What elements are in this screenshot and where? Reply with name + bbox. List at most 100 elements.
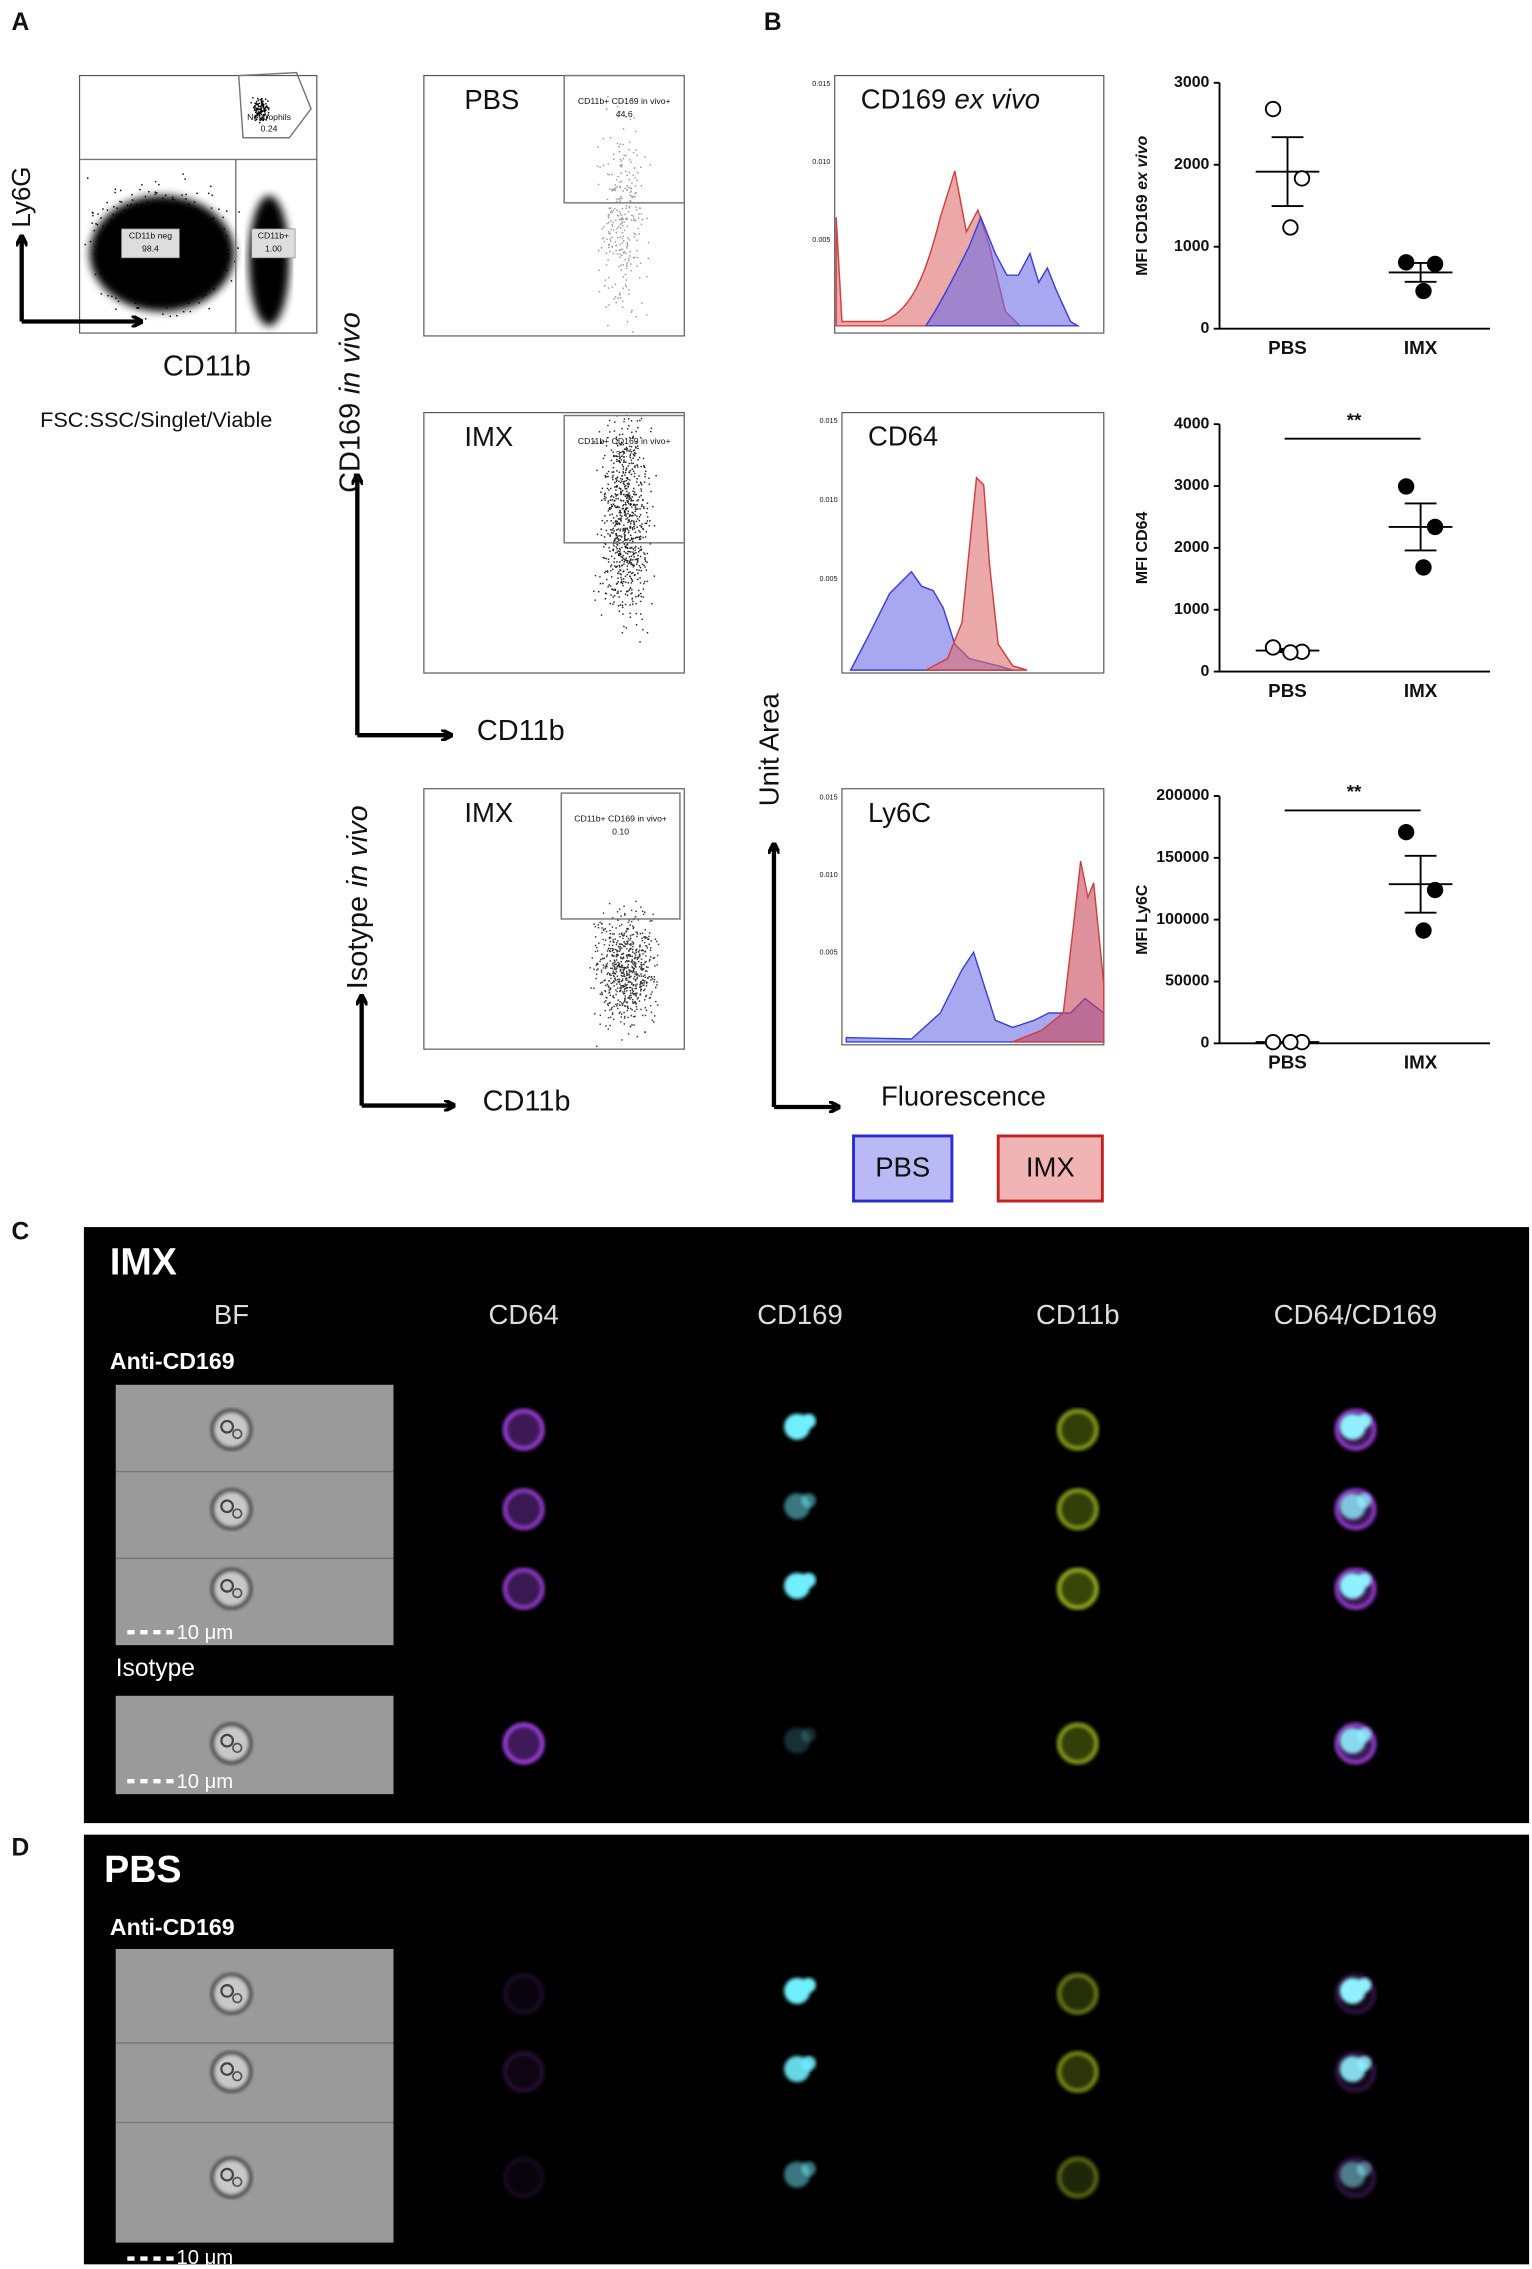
event (638, 975, 640, 977)
event (623, 1011, 625, 1014)
event (628, 498, 630, 501)
event (130, 270, 132, 273)
event (622, 558, 624, 560)
event (642, 963, 645, 965)
event (616, 458, 618, 461)
event (622, 937, 624, 940)
event (620, 164, 622, 166)
event (626, 487, 628, 490)
event (625, 943, 627, 945)
event (262, 118, 265, 120)
event (617, 945, 620, 948)
event (635, 963, 637, 965)
event (625, 485, 627, 487)
event (634, 537, 637, 539)
event (647, 241, 650, 244)
event (626, 928, 629, 931)
event (187, 242, 189, 245)
event (619, 550, 621, 553)
event (616, 455, 618, 458)
event (615, 532, 617, 535)
event (644, 566, 646, 568)
event (613, 530, 615, 532)
event (622, 128, 625, 130)
fluor-spot (801, 2056, 816, 2071)
event (639, 641, 641, 643)
event (632, 195, 634, 198)
event (617, 175, 619, 178)
event (621, 944, 624, 946)
event (612, 209, 615, 212)
event (142, 267, 145, 269)
panel-label: B (764, 9, 782, 36)
gate-name: CD11b+ (258, 230, 289, 240)
event (602, 440, 605, 443)
event (643, 552, 645, 554)
event (182, 252, 184, 255)
event (213, 274, 215, 276)
event (604, 475, 606, 477)
event (613, 298, 616, 300)
column-header: CD64/CD169 (1274, 1299, 1437, 1330)
event (620, 966, 622, 968)
event (254, 109, 256, 112)
event (626, 1005, 629, 1007)
event (164, 224, 166, 226)
event (633, 217, 635, 220)
event (607, 231, 610, 233)
event (628, 178, 630, 181)
event (626, 544, 628, 546)
event (632, 1016, 635, 1018)
event (625, 469, 627, 472)
event (620, 441, 623, 444)
event (640, 185, 643, 187)
legend-swatch (852, 1134, 954, 1203)
event (651, 602, 653, 605)
event (620, 459, 623, 461)
event (149, 218, 151, 221)
event (606, 570, 609, 572)
event (615, 537, 617, 539)
event (609, 1016, 612, 1019)
event (642, 979, 644, 981)
event (116, 253, 118, 256)
event (637, 919, 640, 921)
fluor-spot (1356, 1493, 1372, 1508)
event (261, 103, 263, 106)
event (609, 499, 611, 501)
event (637, 427, 639, 429)
event (627, 981, 630, 983)
event (626, 477, 628, 479)
event (639, 944, 641, 946)
event (605, 1000, 607, 1002)
event (631, 98, 633, 101)
event (635, 149, 637, 151)
event (617, 528, 619, 530)
event (628, 976, 631, 978)
event (165, 222, 167, 225)
event (609, 240, 612, 242)
event (636, 503, 638, 506)
axis-label: Ly6G (6, 166, 36, 227)
event (634, 979, 637, 981)
event (604, 979, 606, 981)
event (616, 544, 619, 546)
event (629, 199, 631, 202)
event (627, 960, 629, 963)
event (199, 276, 201, 278)
event (609, 506, 611, 509)
event (614, 505, 616, 507)
event (258, 102, 261, 105)
event (255, 111, 257, 114)
event (144, 269, 147, 272)
event (623, 221, 625, 223)
event (598, 431, 601, 433)
event (143, 218, 146, 221)
event (619, 566, 621, 568)
event (599, 576, 601, 578)
event (636, 265, 638, 267)
event (645, 1009, 648, 1011)
event (625, 461, 627, 464)
y-tick-label: 2000 (1174, 156, 1210, 173)
event (256, 103, 258, 105)
